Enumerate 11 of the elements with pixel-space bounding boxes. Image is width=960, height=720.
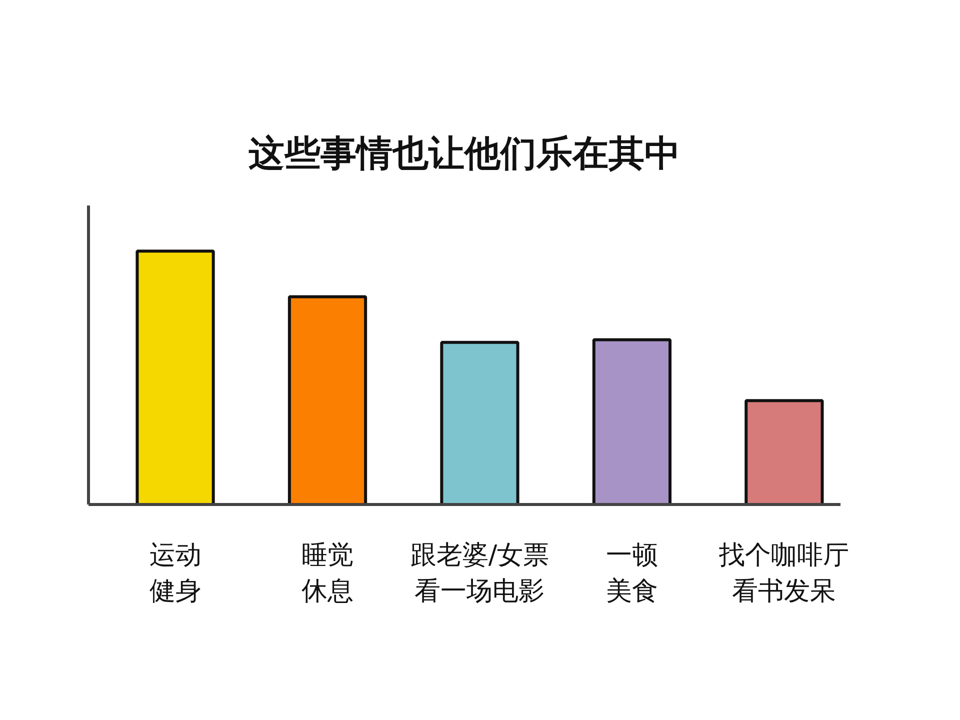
chart-title: 这些事情也让他们乐在其中 <box>248 134 680 174</box>
bar <box>440 340 520 504</box>
x-tick-label: 运动健身 <box>149 540 202 606</box>
bar <box>288 295 368 504</box>
x-tick-label: 跟老婆/女票看一场电影 <box>410 540 550 606</box>
bar <box>744 399 824 504</box>
x-tick-label: 睡觉休息 <box>301 540 354 606</box>
x-tick-label: 找个咖啡厅看书发呆 <box>718 540 850 606</box>
bar <box>136 250 215 504</box>
bar <box>592 338 672 504</box>
x-tick-label: 一顿美食 <box>606 540 658 606</box>
